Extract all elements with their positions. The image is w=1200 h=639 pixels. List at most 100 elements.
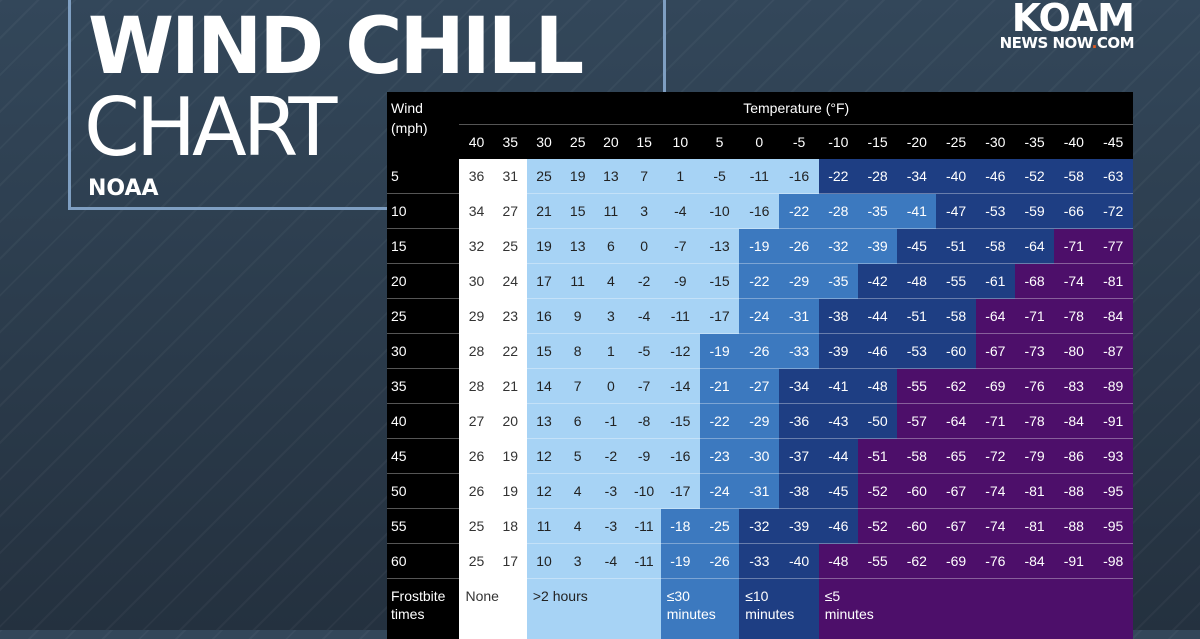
wind-chill-value: -52 xyxy=(858,474,897,509)
wind-chill-value: -45 xyxy=(819,474,858,509)
wind-chill-value: 5 xyxy=(561,439,594,474)
temperature-column-label: 5 xyxy=(700,125,739,160)
wind-chill-value: 25 xyxy=(459,544,493,579)
wind-speed-label: 30 xyxy=(387,334,459,369)
wind-chill-value: -3 xyxy=(594,474,627,509)
wind-chill-value: -98 xyxy=(1093,544,1133,579)
wind-chill-value: -74 xyxy=(1054,264,1093,299)
wind-chill-value: 15 xyxy=(527,334,561,369)
wind-speed-label: 5 xyxy=(387,159,459,194)
wind-chill-value: -35 xyxy=(858,194,897,229)
wind-chill-value: -11 xyxy=(739,159,779,194)
wind-chill-value: -91 xyxy=(1093,404,1133,439)
wind-chill-value: 7 xyxy=(628,159,661,194)
wind-chill-value: 18 xyxy=(494,509,527,544)
wind-chill-value: 32 xyxy=(459,229,493,264)
wind-chill-value: -4 xyxy=(594,544,627,579)
wind-chill-value: -19 xyxy=(661,544,700,579)
wind-chill-value: -87 xyxy=(1093,334,1133,369)
wind-speed-label: 35 xyxy=(387,369,459,404)
wind-chill-value: 0 xyxy=(628,229,661,264)
wind-chill-value: -60 xyxy=(897,474,936,509)
wind-chill-value: 0 xyxy=(594,369,627,404)
wind-chill-value: 13 xyxy=(594,159,627,194)
temperature-column-label: 10 xyxy=(661,125,700,160)
wind-chill-value: -9 xyxy=(661,264,700,299)
temperature-column-label: -15 xyxy=(858,125,897,160)
wind-chill-value: -42 xyxy=(858,264,897,299)
wind-chill-value: -67 xyxy=(976,334,1015,369)
wind-chill-value: -4 xyxy=(628,299,661,334)
wind-chill-value: 4 xyxy=(594,264,627,299)
wind-chill-value: -22 xyxy=(739,264,779,299)
wind-chill-value: -68 xyxy=(1015,264,1054,299)
wind-chill-value: -76 xyxy=(976,544,1015,579)
wind-chill-value: -81 xyxy=(1015,509,1054,544)
wind-chill-value: -16 xyxy=(661,439,700,474)
wind-chill-value: 6 xyxy=(594,229,627,264)
wind-chill-value: -52 xyxy=(858,509,897,544)
wind-chill-value: -74 xyxy=(976,509,1015,544)
wind-chill-value: -26 xyxy=(739,334,779,369)
logo-newsnow: NEWS NOW.COM xyxy=(1000,36,1134,50)
wind-chill-value: -95 xyxy=(1093,509,1133,544)
wind-chill-value: -39 xyxy=(858,229,897,264)
wind-chill-value: -41 xyxy=(897,194,936,229)
wind-speed-label: 50 xyxy=(387,474,459,509)
wind-chill-value: 20 xyxy=(494,404,527,439)
wind-chill-value: 11 xyxy=(594,194,627,229)
wind-chill-value: -58 xyxy=(976,229,1015,264)
wind-speed-label: 25 xyxy=(387,299,459,334)
wind-chill-value: -61 xyxy=(976,264,1015,299)
wind-chill-value: -64 xyxy=(936,404,975,439)
wind-chill-value: -16 xyxy=(779,159,818,194)
wind-chill-value: -26 xyxy=(779,229,818,264)
wind-chill-value: 1 xyxy=(661,159,700,194)
temperature-header: Temperature (°F) xyxy=(459,92,1133,125)
temperature-column-label: 35 xyxy=(494,125,527,160)
wind-chill-value: -2 xyxy=(594,439,627,474)
wind-chill-value: 28 xyxy=(459,369,493,404)
wind-chill-value: 4 xyxy=(561,474,594,509)
wind-chill-value: -11 xyxy=(628,509,661,544)
wind-chill-value: 29 xyxy=(459,299,493,334)
wind-chill-value: -67 xyxy=(936,509,975,544)
wind-chill-value: 25 xyxy=(527,159,561,194)
wind-chill-value: -24 xyxy=(739,299,779,334)
wind-chill-value: -22 xyxy=(819,159,858,194)
temperature-column-label: -45 xyxy=(1093,125,1133,160)
wind-chill-value: 27 xyxy=(494,194,527,229)
wind-chill-value: -66 xyxy=(1054,194,1093,229)
wind-chill-value: -32 xyxy=(739,509,779,544)
wind-chill-value: 31 xyxy=(494,159,527,194)
wind-chill-value: -13 xyxy=(700,229,739,264)
wind-chill-value: -71 xyxy=(1015,299,1054,334)
wind-speed-label: 40 xyxy=(387,404,459,439)
wind-chill-value: -27 xyxy=(739,369,779,404)
station-logo: KOAM NEWS NOW.COM xyxy=(1000,0,1134,50)
wind-chill-value: -29 xyxy=(779,264,818,299)
wind-chill-value: -62 xyxy=(897,544,936,579)
wind-chill-value: 26 xyxy=(459,439,493,474)
wind-chill-value: -53 xyxy=(976,194,1015,229)
title-line-2: CHART xyxy=(84,88,333,168)
wind-chill-value: -89 xyxy=(1093,369,1133,404)
wind-chill-value: -65 xyxy=(936,439,975,474)
wind-chill-value: -71 xyxy=(1054,229,1093,264)
wind-chill-value: 13 xyxy=(561,229,594,264)
wind-chill-value: 16 xyxy=(527,299,561,334)
temperature-column-label: 20 xyxy=(594,125,627,160)
wind-chill-value: -30 xyxy=(739,439,779,474)
wind-chill-value: -53 xyxy=(897,334,936,369)
wind-chill-value: -43 xyxy=(819,404,858,439)
wind-chill-value: -12 xyxy=(661,334,700,369)
wind-chill-value: -21 xyxy=(700,369,739,404)
wind-chill-value: -48 xyxy=(858,369,897,404)
wind-chill-value: -51 xyxy=(897,299,936,334)
wind-chill-value: -41 xyxy=(819,369,858,404)
